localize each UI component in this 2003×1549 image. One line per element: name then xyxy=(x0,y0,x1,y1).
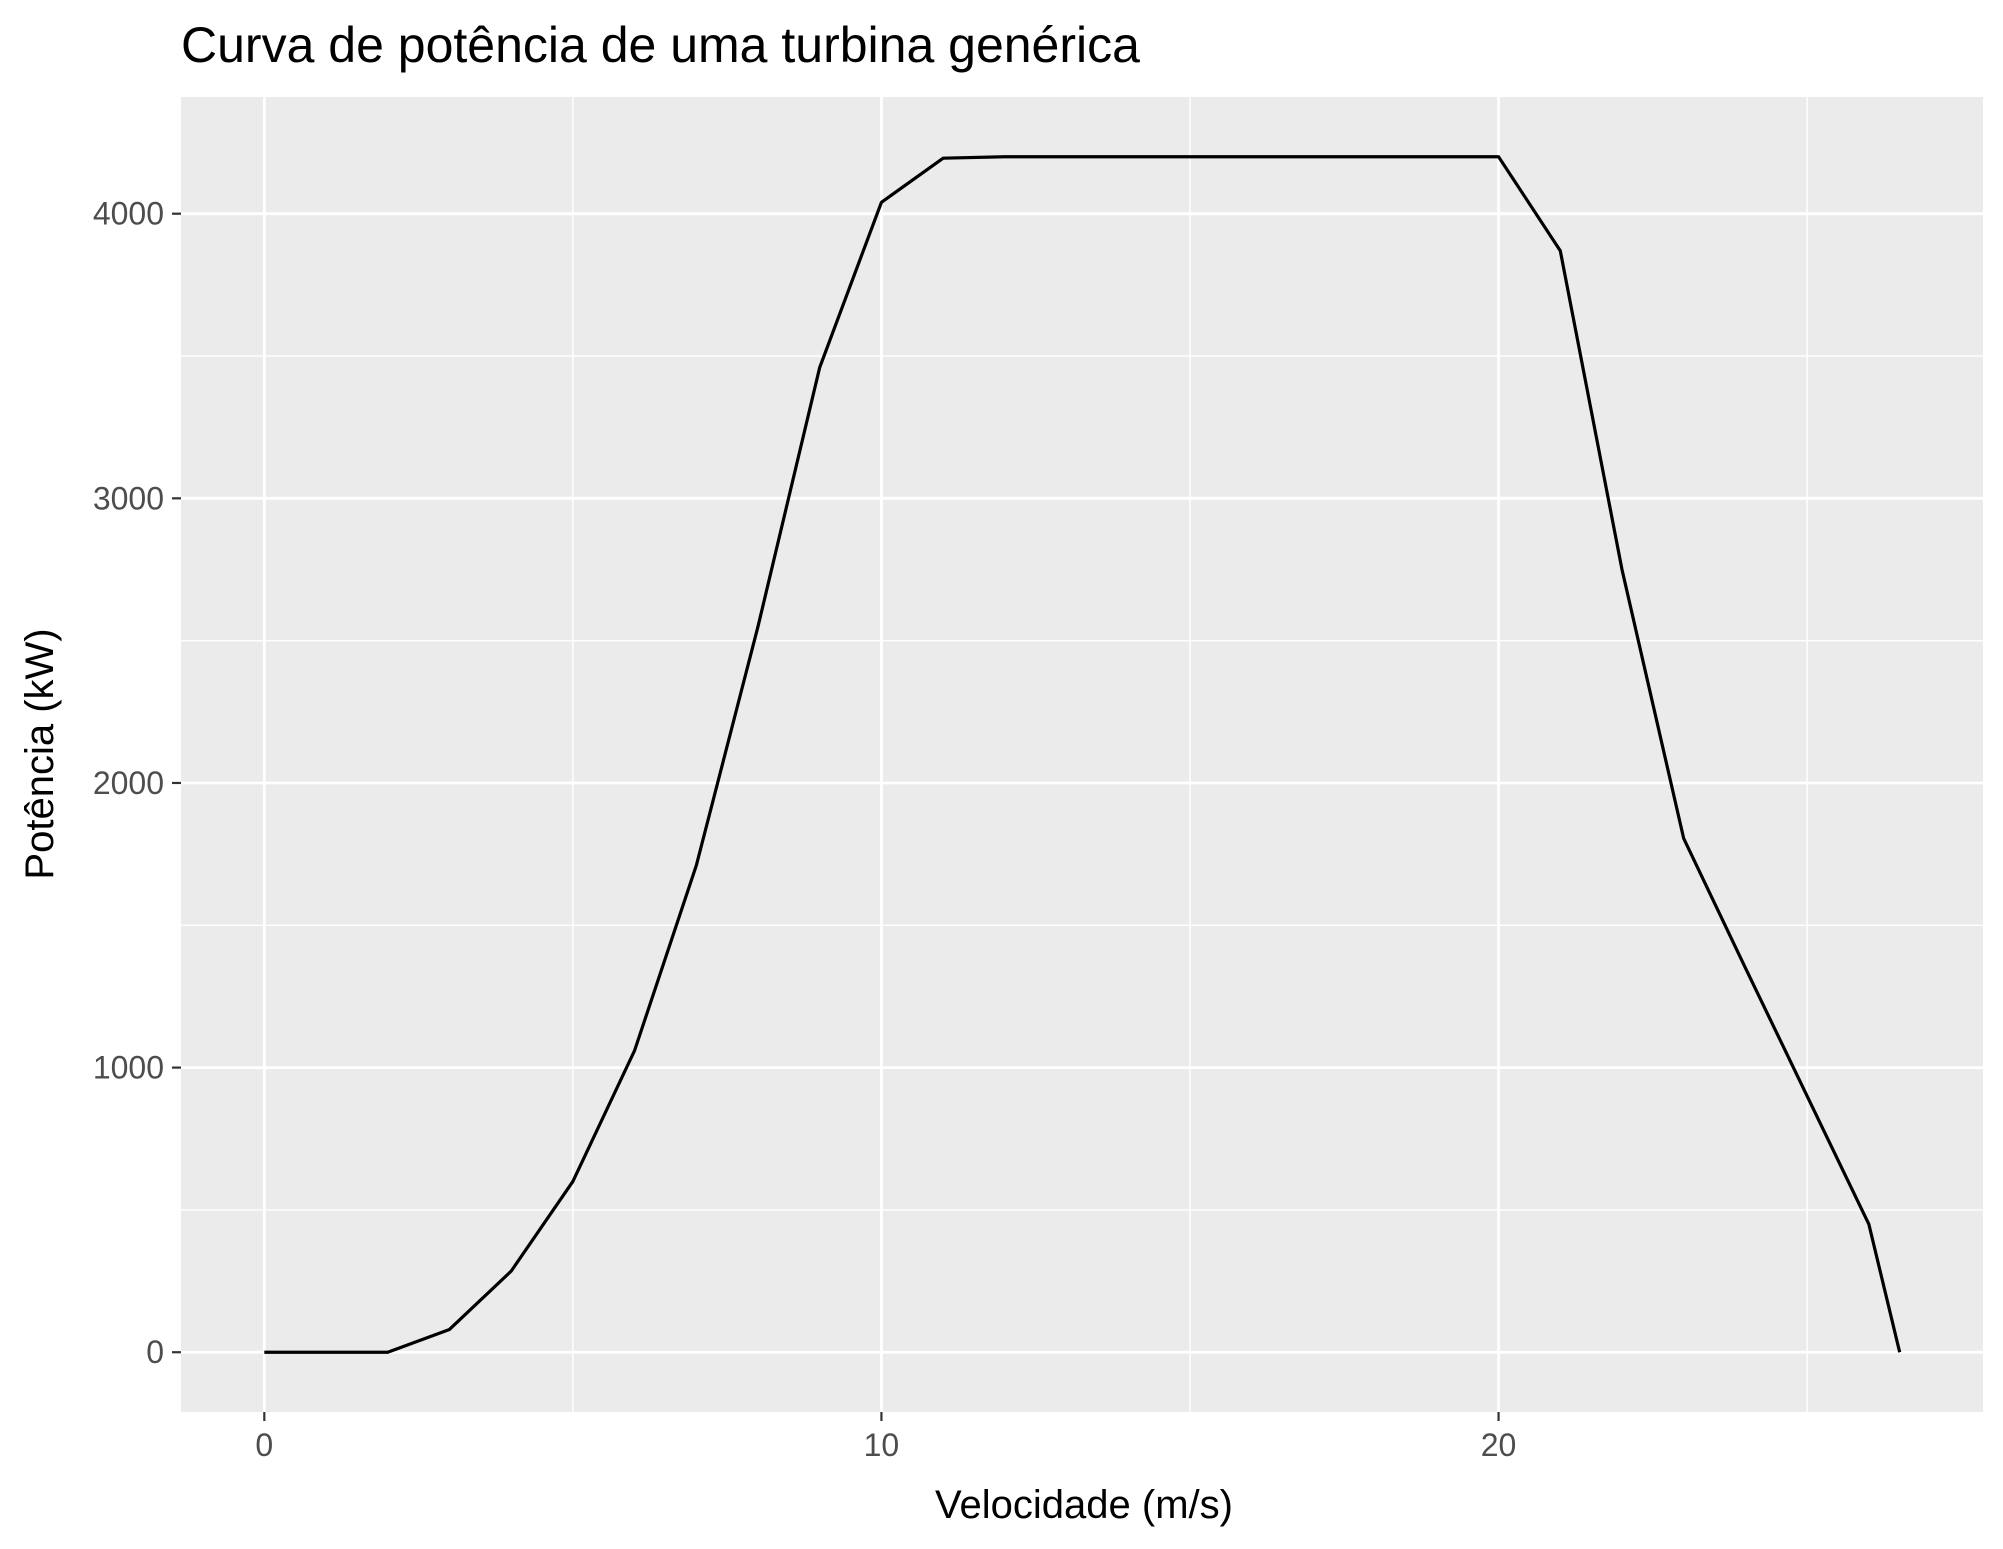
plot-panel xyxy=(181,97,1983,1412)
minor-gridlines xyxy=(181,97,1983,1412)
x-axis-title: Velocidade (m/s) xyxy=(935,1483,1233,1527)
y-axis-title: Potência (kW) xyxy=(18,628,62,879)
x-tick-label: 10 xyxy=(864,1427,900,1463)
chart-title: Curva de potência de uma turbina genéric… xyxy=(181,17,1140,73)
series-line xyxy=(264,155,1902,1354)
x-tick-label: 20 xyxy=(1481,1427,1517,1463)
major-gridlines xyxy=(181,97,1983,1412)
x-axis: 0 10 20 xyxy=(255,1412,1516,1463)
y-tick-label: 0 xyxy=(146,1334,164,1370)
y-tick-label: 2000 xyxy=(93,765,164,801)
x-tick-label: 0 xyxy=(255,1427,273,1463)
series-layer xyxy=(264,155,1902,1354)
y-tick-label: 4000 xyxy=(93,196,164,232)
y-axis: 0 1000 2000 3000 4000 xyxy=(93,196,181,1370)
y-tick-label: 1000 xyxy=(93,1050,164,1086)
y-tick-label: 3000 xyxy=(93,480,164,516)
